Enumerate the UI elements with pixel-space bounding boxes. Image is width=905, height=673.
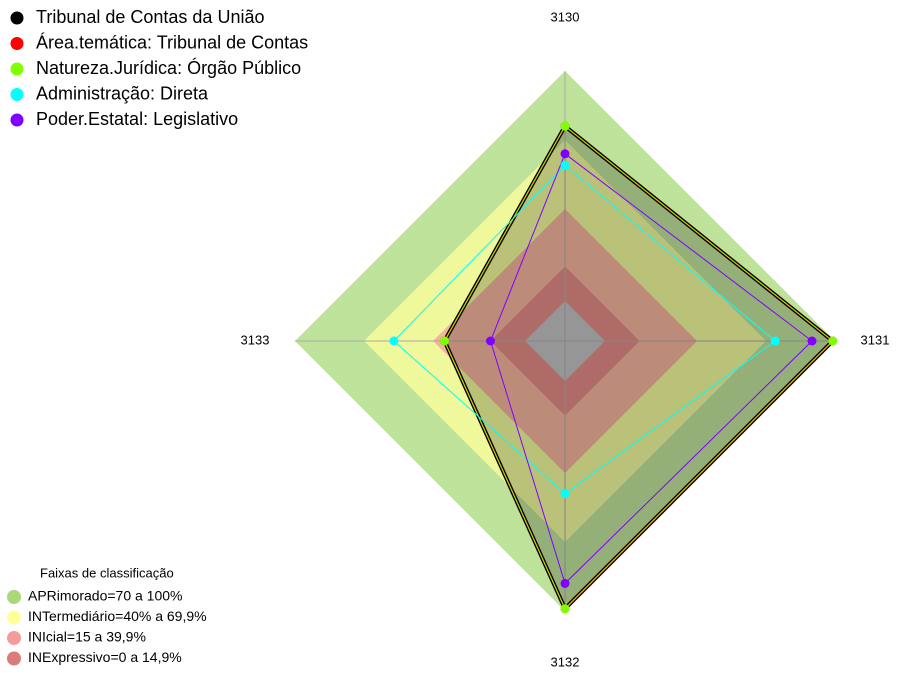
legend-swatch xyxy=(10,113,24,127)
point xyxy=(828,336,838,346)
point xyxy=(770,336,780,346)
band-swatch xyxy=(7,610,21,625)
point xyxy=(486,336,495,346)
bands-title: Faixas de classificação xyxy=(40,565,174,580)
axis-label: 3133 xyxy=(241,332,270,347)
band-swatch xyxy=(7,590,21,604)
axis-label: 3131 xyxy=(861,332,890,347)
point xyxy=(560,121,570,131)
point xyxy=(560,604,570,614)
band-label: INTermediário=40% a 69,9% xyxy=(28,608,207,624)
legend-swatch xyxy=(10,37,24,50)
band-label: APRimorado=70 a 100% xyxy=(28,588,183,604)
point xyxy=(560,578,570,588)
point xyxy=(807,336,817,346)
band-label: INIcial=15 a 39,9% xyxy=(28,629,146,645)
axis-label: 3130 xyxy=(551,9,580,24)
point xyxy=(560,489,570,499)
legend-swatch xyxy=(10,88,24,101)
axis-label: 3132 xyxy=(551,654,580,669)
point xyxy=(389,336,399,346)
point xyxy=(560,160,570,170)
band-swatch xyxy=(7,631,21,645)
point xyxy=(440,336,449,346)
legend-swatch xyxy=(10,11,24,25)
legend-label: Administração: Direta xyxy=(36,83,209,103)
band-label: INExpressivo=0 a 14,9% xyxy=(28,649,182,665)
point xyxy=(560,149,570,159)
legend-label: Natureza.Jurídica: Órgão Público xyxy=(36,57,301,78)
legend-label: Tribunal de Contas da União xyxy=(36,7,264,27)
band-swatch xyxy=(7,651,21,666)
legend-swatch xyxy=(10,62,24,76)
legend-label: Área.temática: Tribunal de Contas xyxy=(36,32,308,52)
legend-label: Poder.Estatal: Legislativo xyxy=(36,109,238,129)
